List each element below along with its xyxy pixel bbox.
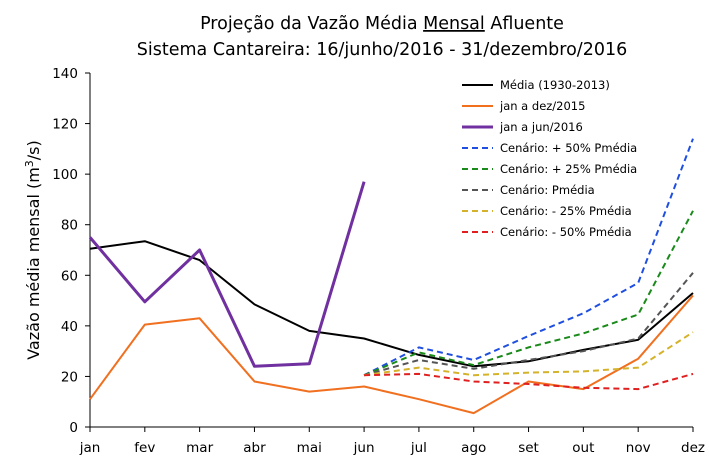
x-tick-label: mai (297, 440, 322, 456)
legend-label-2: jan a dez/2015 (499, 99, 585, 113)
x-tick-label: out (572, 440, 594, 456)
legend: Média (1930-2013) jan a dez/2015 jan a jun… (462, 78, 637, 239)
legend-label-7: Cenário: - 25% Pmédia (500, 204, 632, 218)
x-tick-label: jan (79, 440, 101, 456)
x-tick-label: abr (243, 440, 266, 456)
legend-label-4: Cenário: + 50% Pmédia (500, 141, 637, 155)
series-layer (88, 138, 694, 415)
axes: 0 20 40 60 80 100 120 140 jan fev mar abr mai jun jul a… (52, 66, 705, 456)
series-line-4 (363, 138, 694, 377)
x-tick-label: nov (626, 440, 651, 456)
x-tick-label: mar (186, 440, 213, 456)
y-axis-label: Vazão média mensal (m3/s) (23, 140, 44, 360)
series-line-8 (364, 372, 694, 391)
x-tick-label: fev (134, 440, 155, 456)
y-tick-label: 120 (52, 117, 78, 133)
x-tick-label: dez (681, 440, 705, 456)
x-tick-label: jun (353, 440, 375, 456)
series-line-6 (363, 272, 694, 377)
y-tick-label: 80 (61, 218, 78, 234)
y-tick-label: 140 (52, 66, 78, 82)
x-tick-label: ago (461, 440, 486, 456)
legend-label-5: Cenário: + 25% Pmédia (500, 162, 637, 176)
legend-label-8: Cenário: - 50% Pmédia (500, 225, 632, 239)
legend-label-6: Cenário: Pmédia (500, 183, 595, 197)
y-tick-label: 60 (61, 268, 78, 284)
series-line-7 (363, 331, 694, 377)
y-tick-label: 100 (52, 167, 78, 183)
y-tick-label: 40 (61, 319, 78, 335)
legend-label-1: Média (1930-2013) (500, 78, 610, 92)
legend-label-3: jan a jun/2016 (499, 120, 583, 134)
series-line-3 (88, 181, 366, 368)
x-tick-label: set (518, 440, 539, 456)
series-line-5 (363, 210, 694, 377)
series-line-2 (89, 294, 694, 415)
chart-title-line-1: Projeção da Vazão Média Mensal Afluente (200, 14, 564, 34)
y-tick-label: 20 (61, 369, 78, 385)
chart-title-line-2: Sistema Cantareira: 16/junho/2016 - 31/d… (137, 40, 627, 60)
y-tick-label: 0 (69, 420, 78, 436)
x-tick-label: jul (410, 440, 427, 456)
